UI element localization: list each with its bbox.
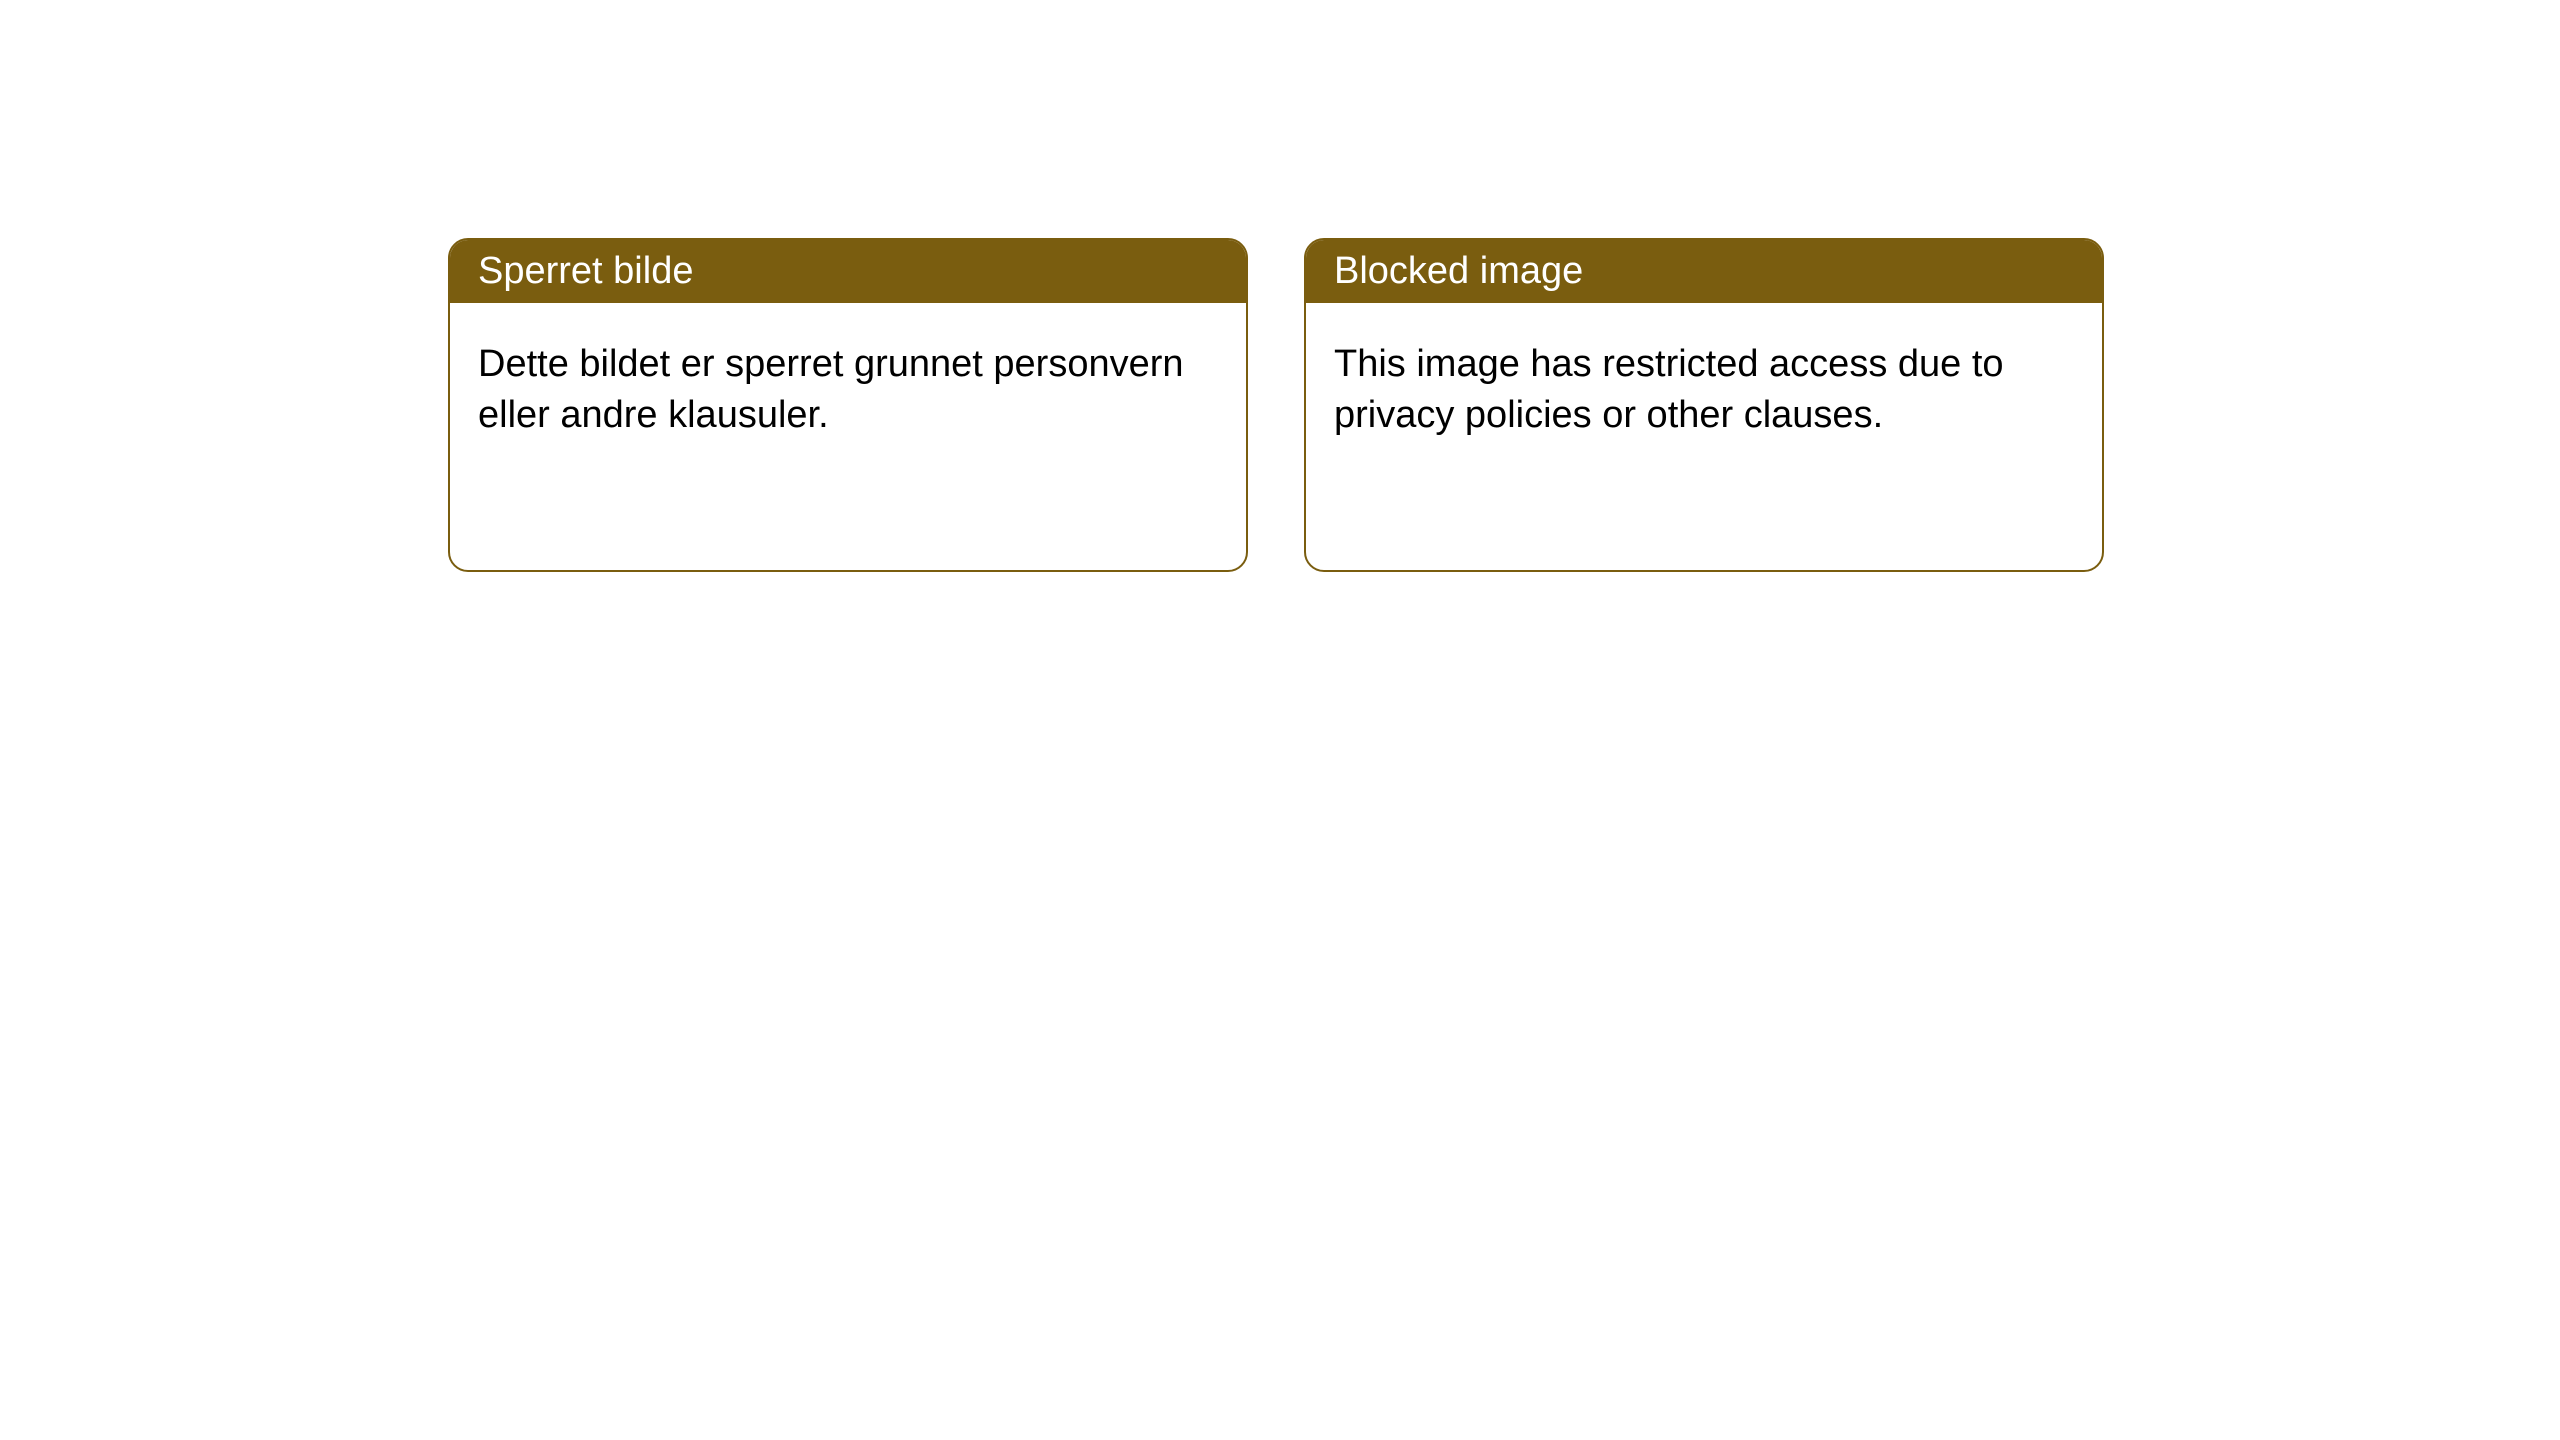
notice-card-body: This image has restricted access due to … xyxy=(1306,303,2102,478)
notice-card-norwegian: Sperret bilde Dette bildet er sperret gr… xyxy=(448,238,1248,572)
notice-card-title: Sperret bilde xyxy=(450,240,1246,303)
notice-card-title: Blocked image xyxy=(1306,240,2102,303)
notice-card-body: Dette bildet er sperret grunnet personve… xyxy=(450,303,1246,478)
notice-card-english: Blocked image This image has restricted … xyxy=(1304,238,2104,572)
notice-container: Sperret bilde Dette bildet er sperret gr… xyxy=(0,0,2560,572)
